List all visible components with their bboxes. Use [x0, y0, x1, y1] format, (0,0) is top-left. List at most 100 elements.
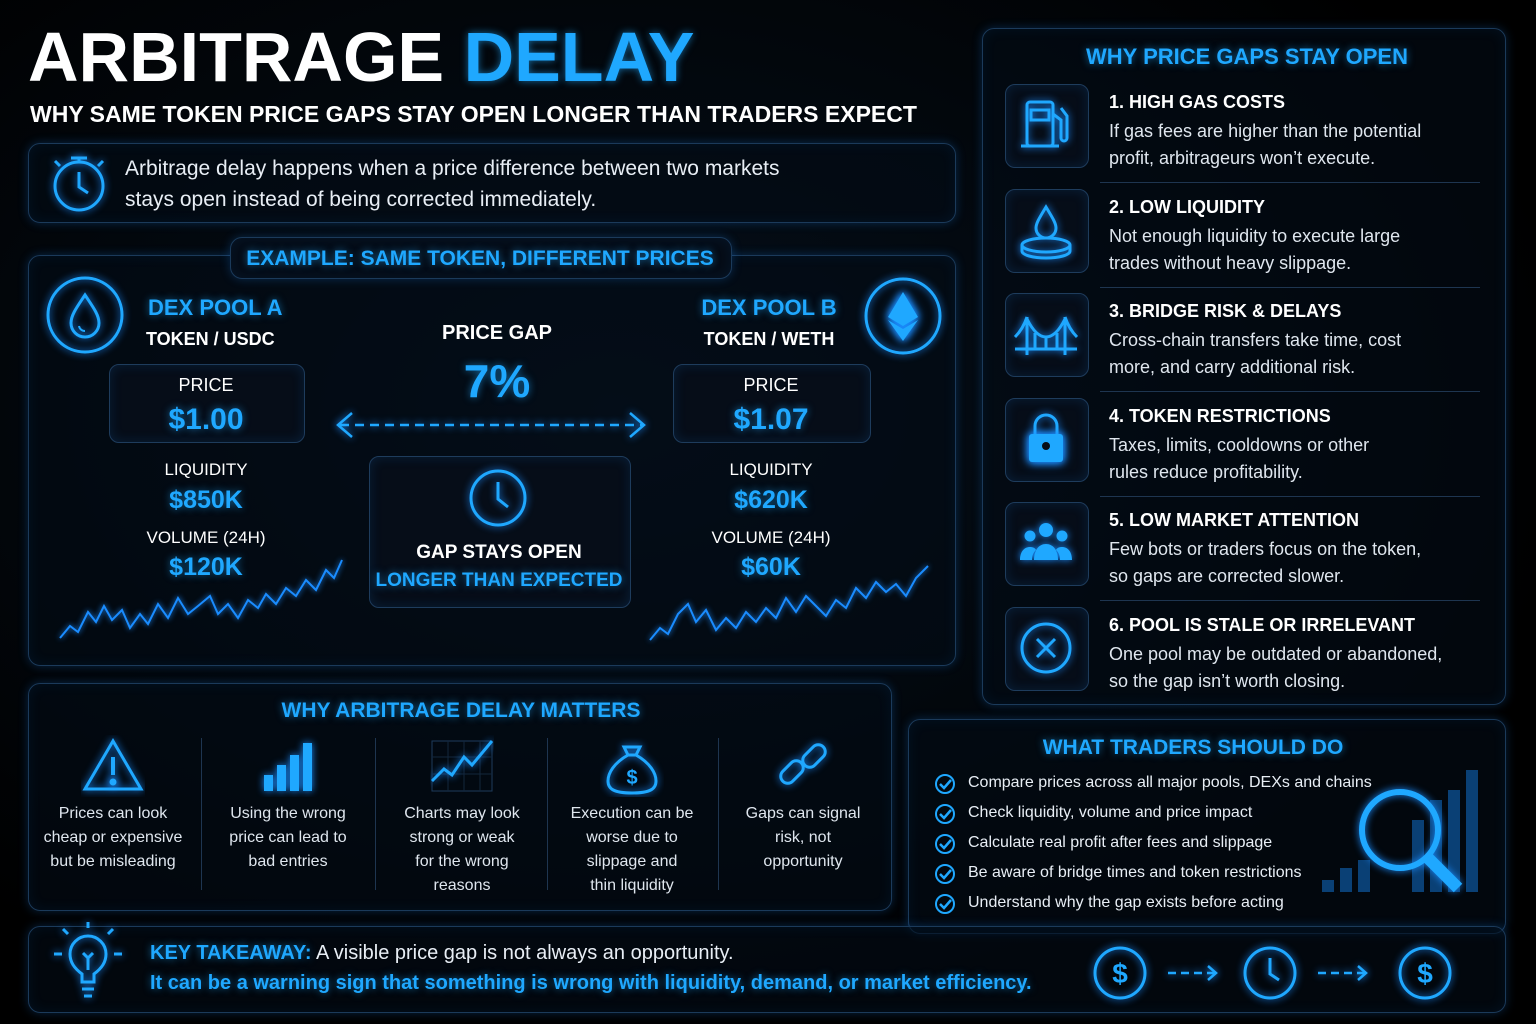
matters-text: Gaps can signal [745, 805, 861, 822]
reason-title: 3. BRIDGE RISK & DELAYS [1109, 301, 1342, 321]
reason-icon-box [1005, 84, 1089, 168]
reason-title: 6. POOL IS STALE OR IRRELEVANT [1109, 614, 1416, 635]
matters-text: opportunity [763, 853, 843, 870]
matters-text: slippage and [586, 853, 678, 870]
svg-text:$: $ [1112, 958, 1128, 989]
gap-note: GAP STAYS OPEN [416, 542, 582, 563]
intro-box [28, 143, 956, 223]
matters-title: WHY ARBITRAGE DELAY MATTERS [281, 699, 641, 722]
intro-line: stays open instead of being corrected im… [125, 188, 597, 211]
separator [1100, 286, 1480, 288]
matters-text: Prices can look [58, 805, 168, 822]
matters-text: cheap or expensive [43, 829, 183, 846]
drop-icon [46, 276, 124, 354]
matters-icon [430, 740, 494, 792]
matters-text: strong or weak [409, 829, 515, 846]
price-value: $1.07 [733, 403, 809, 436]
liquidity-value: $850K [169, 486, 243, 514]
takeaway-label: KEY TAKEAWAY: [150, 942, 312, 964]
magnifier-illustration [1322, 770, 1478, 893]
matters-text: risk, not [774, 829, 832, 846]
matters-text: for the wrong [415, 853, 509, 870]
reason-text: so the gap isn’t worth closing. [1109, 670, 1346, 691]
reason-text: more, and carry additional risk. [1109, 357, 1356, 377]
reason-text: rules reduce profitability. [1109, 461, 1303, 482]
matters-text: reasons [433, 877, 491, 894]
clock-icon [53, 156, 105, 212]
svg-text:$: $ [626, 767, 637, 789]
check-icon [935, 894, 955, 914]
dollar-glyphs: $ $ [1112, 958, 1433, 989]
matters-text: Using the wrong [230, 805, 346, 822]
check-icon [935, 864, 955, 884]
flow-icons [1093, 946, 1452, 1000]
matters-text: but be misleading [50, 853, 176, 870]
matters-panel [28, 683, 892, 911]
eth-icon [864, 277, 942, 355]
svg-text:$: $ [1417, 958, 1433, 989]
matters-icon [264, 743, 312, 791]
price-label: PRICE [178, 375, 234, 395]
example-title-box [230, 237, 732, 279]
separator [1100, 600, 1480, 601]
reason-icon [1013, 316, 1079, 355]
matters-text: Charts may look [404, 805, 520, 822]
reason-text: If gas fees are higher than the potentia… [1109, 121, 1422, 141]
check-icon [935, 774, 955, 794]
volume-value: $120K [169, 553, 243, 581]
matters-icon [82, 738, 144, 791]
intro-line: Arbitrage delay happens when a price dif… [125, 157, 780, 180]
reason-text: Cross-chain transfers take time, cost [1109, 330, 1402, 350]
gap-note-box [369, 456, 631, 608]
action-text: Check liquidity, volume and price impact [968, 804, 1253, 821]
bulb-icon [54, 922, 122, 998]
matters-text: price can lead to [229, 829, 347, 846]
reason-icon [1020, 523, 1072, 560]
action-text: Understand why the gap exists before act… [968, 894, 1284, 911]
takeaway-line: KEY TAKEAWAY: A visible price gap is not… [150, 943, 734, 963]
sparkline [59, 559, 929, 641]
matters-icon: $ [606, 745, 658, 795]
matters-icon [779, 743, 827, 785]
divider [375, 738, 376, 890]
action-text: Compare prices across all major pools, D… [968, 774, 1372, 791]
matters-text: thin liquidity [590, 877, 674, 894]
pool-name: DEX POOL B [701, 295, 837, 320]
actions-panel [908, 719, 1506, 934]
volume-value: $60K [741, 553, 801, 581]
action-text: Be aware of bridge times and token restr… [968, 864, 1302, 881]
title: ARBITRAGE DELAY [28, 22, 694, 92]
matters-text: worse due to [586, 829, 678, 846]
reason-icon [1021, 100, 1069, 148]
volume-label: VOLUME (24H) [711, 528, 831, 547]
reason-text: profit, arbitrageurs won’t execute. [1109, 148, 1376, 168]
matters-text: Execution can be [570, 805, 694, 822]
reason-text: Taxes, limits, cooldowns or other [1109, 434, 1370, 455]
reason-icon [1020, 622, 1072, 673]
liquidity-label: LIQUIDITY [729, 460, 813, 479]
separator [1100, 391, 1480, 392]
action-text: Calculate real profit after fees and sli… [968, 834, 1273, 851]
reasons-title: WHY PRICE GAPS STAY OPEN [1086, 44, 1408, 69]
reason-title: 2. LOW LIQUIDITY [1109, 196, 1265, 217]
pool-name: DEX POOL A [148, 295, 283, 320]
pool-pair: TOKEN / USDC [146, 329, 275, 349]
volume-label: VOLUME (24H) [146, 528, 266, 547]
reason-icon [1020, 203, 1072, 260]
reason-text: Few bots or traders focus on the token, [1109, 539, 1422, 559]
gap-note: LONGER THAN EXPECTED [375, 570, 623, 591]
actions-title: WHAT TRADERS SHOULD DO [1042, 736, 1344, 759]
matters-text: bad entries [248, 853, 328, 870]
divider [717, 738, 719, 890]
reason-title: 5. LOW MARKET ATTENTION [1109, 510, 1359, 530]
divider [200, 738, 202, 890]
gap-label: PRICE GAP [441, 322, 553, 344]
separator [1100, 182, 1480, 183]
clock-icon [469, 469, 527, 527]
reason-title: 1. HIGH GAS COSTS [1109, 92, 1286, 112]
price-label: PRICE [743, 375, 799, 395]
reason-title: 4. TOKEN RESTRICTIONS [1109, 405, 1331, 426]
reason-text: One pool may be outdated or abandoned, [1109, 643, 1443, 664]
